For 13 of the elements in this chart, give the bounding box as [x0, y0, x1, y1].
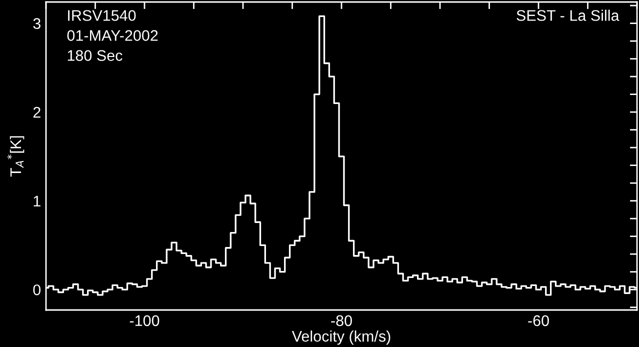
y-tick-label: 2 [33, 106, 40, 118]
y-tick-label: 1 [34, 196, 40, 206]
x-tick-label: -60 [528, 315, 549, 326]
x-axis-title: Velocity (km/s) [292, 330, 390, 345]
annotation: 01-MAY-2002 [67, 30, 158, 41]
x-tick-label: -80 [331, 315, 352, 326]
x-tick-label: -100 [130, 315, 160, 326]
y-axis-title: T$_{A}$$^{*}$[K] [7, 136, 24, 177]
y-tick-label: 3 [33, 18, 40, 29]
y-tick-label: 0 [33, 284, 41, 296]
annotation: IRSV1540 [68, 10, 136, 21]
annotation: SEST - La Silla [516, 10, 620, 21]
annotation: 180 Sec [68, 50, 122, 61]
